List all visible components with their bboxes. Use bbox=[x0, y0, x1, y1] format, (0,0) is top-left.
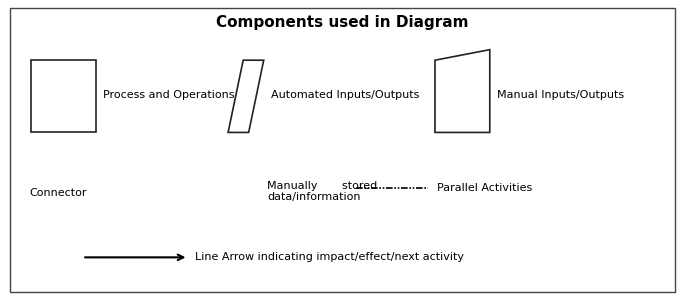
Text: Components used in Diagram: Components used in Diagram bbox=[216, 15, 469, 30]
Text: Parallel Activities: Parallel Activities bbox=[437, 183, 532, 193]
Text: Manually       stored
data/information: Manually stored data/information bbox=[267, 181, 377, 202]
Text: Automated Inputs/Outputs: Automated Inputs/Outputs bbox=[271, 90, 419, 100]
Text: Process and Operations: Process and Operations bbox=[103, 90, 234, 100]
Text: Manual Inputs/Outputs: Manual Inputs/Outputs bbox=[497, 90, 624, 100]
Text: Connector: Connector bbox=[29, 188, 87, 198]
Text: Line Arrow indicating impact/effect/next activity: Line Arrow indicating impact/effect/next… bbox=[195, 252, 464, 262]
Bar bbox=[31, 60, 96, 132]
